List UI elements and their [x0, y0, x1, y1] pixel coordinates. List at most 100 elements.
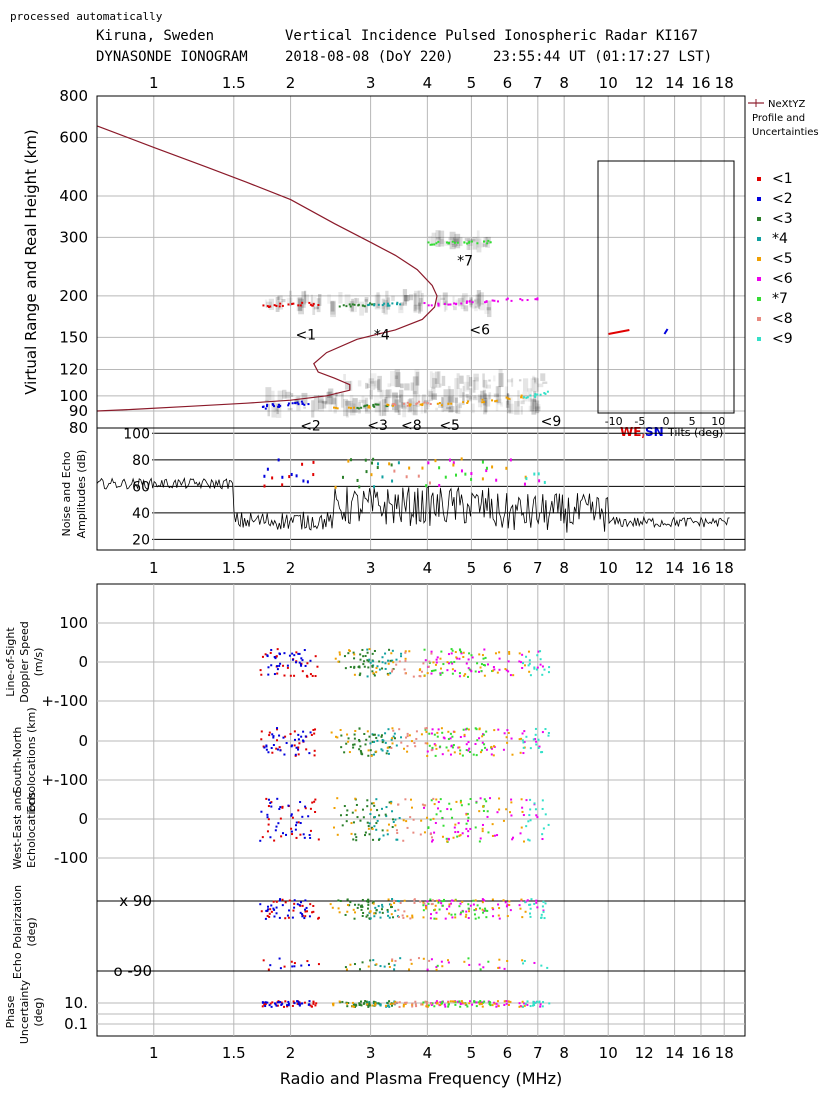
- doppler-point-4-7-4-0: [410, 962, 413, 965]
- doppler-point-2-7-5-3: [423, 831, 426, 834]
- amp-point-0-5: [312, 473, 315, 477]
- doppler-point-5-7-3-3: [389, 1003, 392, 1006]
- trace-point-2-2-2: [386, 304, 389, 307]
- doppler-point-1-4-1-3: [434, 754, 437, 757]
- trace-point-0-4-2: [301, 301, 304, 304]
- echo-smear-0-126: [469, 388, 473, 400]
- doppler-point-3-8-3-3: [430, 903, 433, 906]
- doppler-point-2-8-0-3: [397, 803, 400, 806]
- trace-point-7-6-2: [438, 401, 441, 404]
- doppler-point-1-6-1-2: [359, 749, 362, 752]
- echo-smear-0-102: [378, 401, 381, 416]
- doppler-point-2-7-11-3: [505, 808, 508, 811]
- doppler-point-0-3-9-1: [521, 653, 524, 656]
- doppler-point-5-7-7-3: [447, 1001, 450, 1004]
- doppler-point-0-5-7-1: [303, 649, 306, 652]
- doppler-point-4-7-10-1: [498, 958, 501, 961]
- doppler-point-3-4-5-3: [473, 913, 476, 916]
- echo-smear-0-19: [399, 389, 404, 403]
- doppler-point-3-5-4-1: [293, 899, 296, 902]
- doppler-point-1-7-11-1: [506, 741, 509, 744]
- doppler-point-1-1-1-2: [352, 746, 355, 749]
- doppler-point-1-0-1-0: [268, 734, 271, 737]
- doppler-point-1-7-4-0: [406, 750, 409, 753]
- echo-smear-1-49: [462, 293, 468, 303]
- echo-smear-0-87: [382, 399, 387, 416]
- doppler-point-1-5-4-0: [294, 753, 297, 756]
- doppler-point-5-7-3-0: [384, 1004, 387, 1007]
- doppler-point-0-7-5-3: [419, 668, 422, 671]
- doppler-point-1-7-11-2: [511, 753, 514, 756]
- doppler-point-1-7-5-1: [426, 742, 429, 745]
- doppler-point-4-5-5-0: [300, 964, 303, 967]
- doppler-point-1-4-1-0: [439, 745, 442, 748]
- trace-point-7-2-0: [368, 405, 371, 408]
- doppler-point-2-3-2-3: [447, 837, 450, 840]
- doppler-point-0-4-4-2: [459, 650, 462, 653]
- doppler-point-2-9-1-2: [527, 820, 530, 823]
- doppler-point-2-4-3-2: [456, 835, 459, 838]
- amp-point-7-6: [434, 459, 437, 463]
- trace-point-6-0-0: [356, 406, 359, 409]
- doppler-point-5-1-2-0: [360, 1000, 363, 1003]
- doppler-point-4-5-7-0: [307, 964, 310, 967]
- doppler-point-1-3-4-0: [463, 735, 466, 738]
- doppler-point-3-2-3-0: [388, 916, 391, 919]
- doppler-point-1-4-2-2: [449, 732, 452, 735]
- echo-smear-1-51: [296, 297, 303, 312]
- doppler-point-2-6-2-2: [373, 804, 376, 807]
- doppler-point-3-0-2-0: [284, 917, 287, 920]
- doppler-point-3-8-0-2: [393, 899, 396, 902]
- legend-series-label-8: <9: [772, 331, 793, 347]
- echo-smear-1-40: [350, 301, 355, 313]
- legend-series-label-1: <2: [772, 191, 793, 207]
- amp-point-1-1: [350, 458, 353, 462]
- doppler-point-2-7-1-3: [354, 809, 357, 812]
- doppler-point-3-1-1-2: [348, 904, 351, 907]
- echo-smear-1-50: [264, 299, 268, 308]
- doppler-point-3-5-0-0: [266, 909, 269, 912]
- doppler-point-5-0-1-0: [276, 1004, 279, 1007]
- doppler-point-5-7-5-2: [426, 1005, 429, 1008]
- legend-swatch-2: [757, 217, 761, 221]
- echo-smear-0-70: [462, 385, 465, 402]
- trace-point-0-2-0: [278, 305, 281, 308]
- doppler-point-3-5-2-3: [273, 908, 276, 911]
- doppler-point-2-1-1-0: [351, 811, 354, 814]
- doppler-point-5-8-1-1: [411, 1002, 414, 1005]
- doppler-point-4-5-5-1: [291, 965, 294, 968]
- amp-xtick-12: 16: [691, 559, 710, 577]
- amp-point-3-2: [448, 458, 451, 462]
- echo-smear-0-80: [484, 393, 487, 399]
- doppler-point-3-2-3-2: [394, 909, 397, 912]
- doppler-side-label-0-2: (m/s): [32, 648, 45, 677]
- trace-point-3-3-0: [453, 302, 456, 305]
- doppler-point-5-6-0-3: [358, 1002, 361, 1005]
- echo-smear-1-26: [354, 297, 357, 313]
- doppler-point-4-0-6-1: [317, 963, 320, 966]
- doppler-point-5-8-0-3: [398, 1001, 401, 1004]
- echo-smear-0-81: [478, 395, 485, 403]
- doppler-point-5-0-6-0: [315, 1002, 318, 1005]
- doppler-point-1-3-4-1: [459, 736, 462, 739]
- doppler-point-1-1-3-1: [360, 751, 363, 754]
- amp-ytick-4: 100: [123, 426, 150, 442]
- doppler-point-2-7-6-0: [432, 817, 435, 820]
- doppler-point-3-7-3-2: [390, 913, 393, 916]
- legend-entry-0: NeXtYZ: [768, 99, 806, 110]
- doppler-point-2-0-2-1: [279, 817, 282, 820]
- doppler-point-5-0-4-1: [303, 1001, 306, 1004]
- trace-point-9-0-1: [522, 396, 525, 399]
- trace-point-3-0-0: [430, 304, 433, 307]
- doppler-point-5-5-5-3: [297, 1001, 300, 1004]
- echo-smear-1-15: [304, 294, 310, 303]
- doppler-point-3-3-7-1: [492, 908, 495, 911]
- echo-smear-3-52: [488, 379, 491, 382]
- doppler-point-0-6-2-0: [373, 674, 376, 677]
- doppler-point-3-2-3-1: [388, 903, 391, 906]
- doppler-point-3-4-7-0: [486, 909, 489, 912]
- echo-smear-0-127: [379, 389, 384, 399]
- doppler-point-2-0-3-2: [290, 827, 293, 830]
- doppler-point-5-7-12-3: [521, 1000, 524, 1003]
